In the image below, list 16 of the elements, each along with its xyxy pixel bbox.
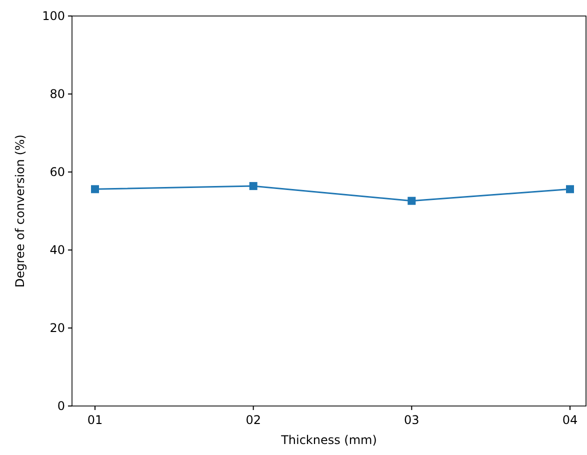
y-tick-label: 60 [50, 165, 65, 180]
x-tick-label: 04 [562, 413, 578, 427]
y-tick-label: 100 [42, 9, 65, 24]
y-tick-label: 40 [50, 243, 65, 258]
y-axis-title: Degree of conversion (%) [13, 134, 27, 288]
point [249, 182, 258, 190]
y-tick-label: 20 [50, 321, 65, 336]
point [566, 185, 574, 194]
point [408, 196, 416, 205]
y-tick-label: 0 [57, 399, 65, 414]
x-tick-label: 01 [87, 413, 103, 427]
y-tick-label: 80 [50, 87, 65, 102]
x-tick-label: 02 [246, 413, 261, 427]
x-tick-label: 03 [404, 413, 420, 427]
x-axis-title: Thickness (mm) [280, 433, 377, 447]
point [91, 185, 99, 194]
